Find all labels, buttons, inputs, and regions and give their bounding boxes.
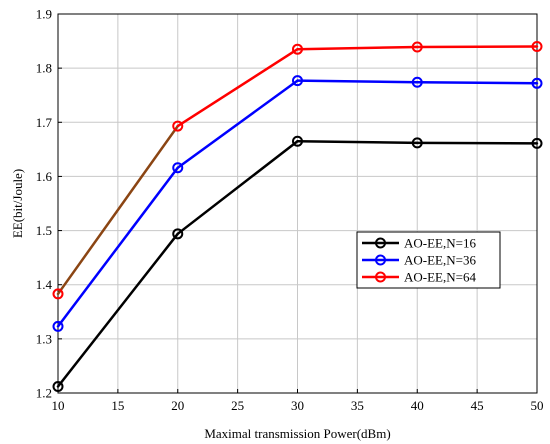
- series-line-segment: [56, 232, 179, 388]
- legend-label: AO-EE,N=64: [404, 270, 476, 285]
- y-tick-label: 1.2: [36, 386, 52, 401]
- series-line-segment: [296, 45, 419, 51]
- data-point: [411, 41, 423, 53]
- y-tick-label: 1.7: [36, 115, 53, 130]
- data-point: [172, 228, 184, 240]
- data-point: [292, 43, 303, 55]
- legend-label: AO-EE,N=16: [404, 236, 476, 251]
- data-point: [292, 75, 303, 87]
- y-tick-label: 1.3: [36, 331, 52, 346]
- y-tick-label: 1.4: [36, 277, 53, 292]
- legend-marker: [375, 254, 386, 266]
- legend-item: AO-EE,N=36: [362, 253, 476, 268]
- data-point: [411, 76, 423, 88]
- x-tick-label: 30: [291, 398, 304, 413]
- legend-marker: [375, 271, 386, 283]
- data-point: [531, 137, 543, 149]
- series-1: [52, 135, 543, 393]
- data-point: [52, 320, 64, 332]
- series-line-segment: [56, 166, 179, 328]
- series-line-segment: [296, 79, 419, 84]
- series-line-segment: [296, 139, 419, 145]
- y-tick-label: 1.8: [36, 61, 52, 76]
- data-point: [52, 288, 64, 300]
- x-tick-label: 20: [171, 398, 184, 413]
- legend-item: AO-EE,N=16: [362, 236, 476, 251]
- legend-marker: [375, 237, 386, 249]
- legend-item: AO-EE,N=64: [362, 270, 476, 285]
- x-tick-label: 35: [351, 398, 364, 413]
- data-point: [531, 40, 543, 52]
- x-tick-label: 45: [471, 398, 484, 413]
- x-tick-label: 40: [411, 398, 424, 413]
- legend-label: AO-EE,N=36: [404, 253, 476, 268]
- data-point: [292, 135, 303, 147]
- series-line-segment: [176, 139, 299, 236]
- x-tick-label: 50: [531, 398, 544, 413]
- data-point: [172, 162, 184, 174]
- series-line-segment: [176, 79, 299, 170]
- series-line-segment: [416, 45, 539, 49]
- series-layer: [52, 40, 543, 393]
- data-point: [52, 381, 64, 393]
- y-axis-label: EE(bit/Joule): [10, 169, 25, 238]
- series-3: [52, 40, 543, 300]
- series-line-segment: [176, 47, 299, 128]
- grid: [58, 14, 537, 393]
- data-point: [172, 120, 184, 132]
- x-tick-label: 10: [52, 398, 65, 413]
- data-point: [411, 137, 423, 149]
- series-2: [52, 75, 543, 332]
- y-tick-label: 1.5: [36, 223, 52, 238]
- data-point: [531, 77, 543, 89]
- legend: AO-EE,N=16 AO-EE,N=36 AO-EE,N=64: [356, 231, 501, 289]
- y-tick-label: 1.6: [36, 169, 53, 184]
- series-line-segment: [416, 141, 539, 145]
- x-tick-label: 25: [231, 398, 244, 413]
- series-line-segment: [56, 124, 179, 296]
- x-axis-label: Maximal transmission Power(dBm): [204, 426, 390, 441]
- x-tick-label: 15: [111, 398, 124, 413]
- series-line-segment: [416, 80, 539, 85]
- y-tick-label: 1.9: [36, 7, 52, 22]
- axis-ticks: 10 15 20 25 30 35 40 45 50 1.2 1.3 1.4 1.5 1.6 1.7 1.8 1…: [36, 7, 544, 414]
